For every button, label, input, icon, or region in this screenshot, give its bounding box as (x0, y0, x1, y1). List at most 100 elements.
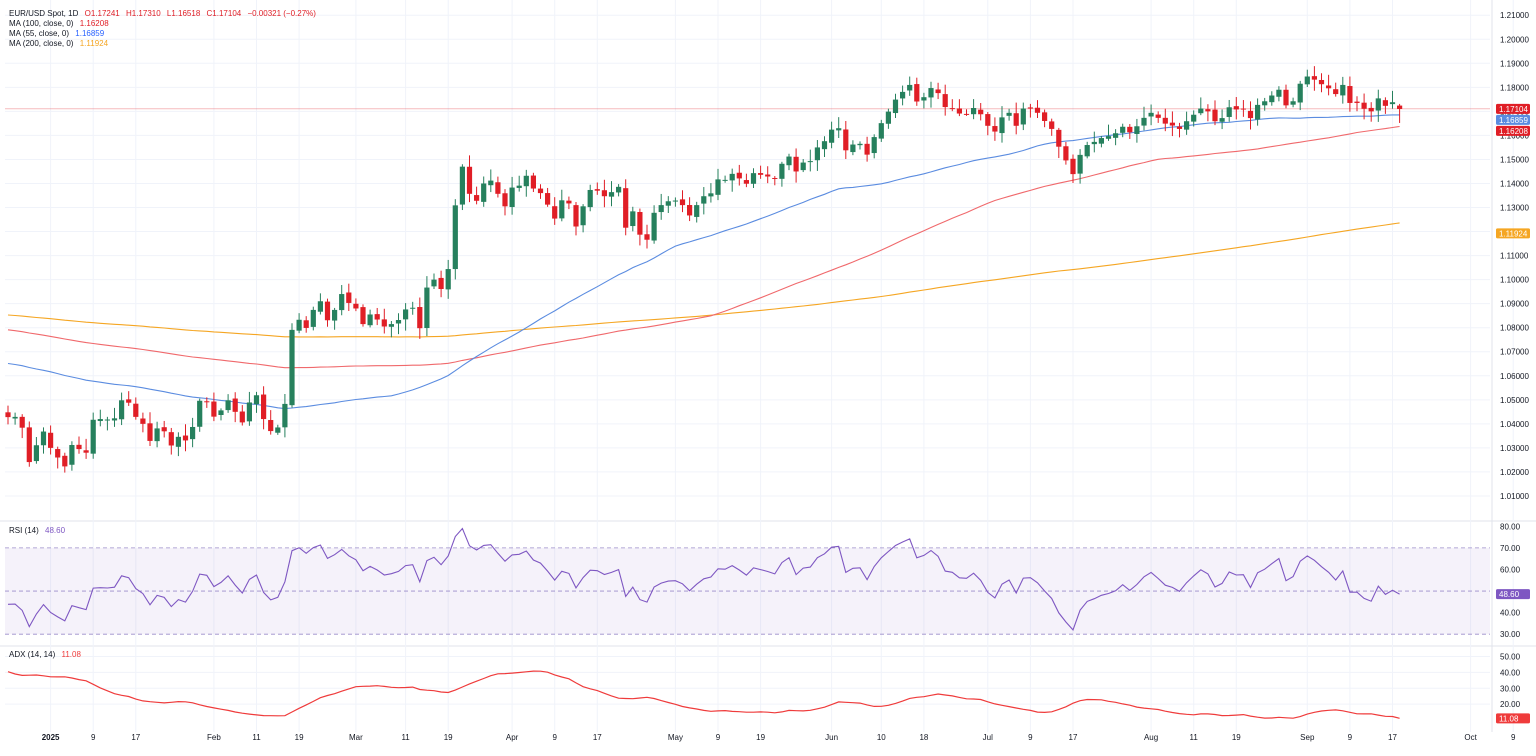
candle-body (1169, 122, 1175, 126)
ma55-label: MA (55, close, 0) (9, 29, 70, 38)
candle-body (431, 279, 437, 287)
adx-badge-bg (1496, 713, 1530, 724)
candle-body (1276, 89, 1282, 97)
price-badge-bg (1496, 228, 1530, 239)
candle-body (1105, 136, 1112, 139)
candle (914, 77, 920, 106)
candle-body (1333, 89, 1339, 95)
candle-body (892, 99, 899, 114)
candle (1311, 66, 1317, 91)
candle-body (119, 400, 125, 420)
candle-body (1226, 107, 1232, 117)
candle-body (204, 401, 210, 403)
candle (594, 182, 600, 195)
candle-body (857, 143, 863, 146)
candle (1283, 84, 1289, 109)
rsi-badge-text: 48.60 (1499, 590, 1520, 599)
candle (417, 297, 423, 339)
candle (495, 176, 501, 198)
candle-body (1382, 100, 1388, 106)
candle-body (1269, 95, 1275, 103)
candle (1113, 129, 1119, 146)
candle (83, 438, 89, 459)
candle (1077, 149, 1083, 184)
candle-body (83, 450, 89, 453)
candle-body (999, 117, 1005, 134)
candle-body (1184, 121, 1190, 130)
candle-body (154, 428, 160, 442)
candle-body (275, 427, 281, 433)
price-badge-bg (1496, 103, 1530, 114)
candle (928, 81, 934, 108)
price-tick-label: 1.01000 (1500, 492, 1529, 501)
candle-body (786, 156, 792, 166)
candle (743, 173, 749, 188)
rsi-series-line (7, 527, 1400, 631)
candle (786, 153, 792, 171)
ma200-line (7, 222, 1400, 338)
price-tick-label: 1.15000 (1500, 155, 1529, 164)
candle (197, 398, 203, 432)
candle-body (793, 156, 799, 172)
candle-body (481, 183, 487, 202)
candle (1155, 111, 1161, 123)
candle (1084, 141, 1090, 159)
rsi-tick-label: 80.00 (1500, 522, 1521, 531)
candle-body (239, 411, 245, 423)
adx-line (7, 670, 1400, 719)
candle-body (339, 294, 345, 311)
time-tick-label: 2025 (42, 733, 60, 742)
candle-body (694, 205, 700, 217)
candle (509, 176, 515, 215)
candle (253, 391, 260, 413)
candle (900, 85, 906, 106)
candle (1169, 111, 1175, 137)
candle (1070, 154, 1076, 183)
candle (140, 412, 146, 433)
candle (1176, 122, 1183, 138)
candle (552, 197, 558, 225)
candle-body (403, 309, 409, 320)
candle (800, 159, 806, 173)
price-tick-label: 1.06000 (1500, 372, 1529, 381)
candle (672, 197, 678, 207)
candle (381, 308, 387, 334)
candle (580, 204, 586, 233)
candle-body (232, 398, 238, 412)
candle (168, 427, 174, 455)
candle-body (1297, 83, 1303, 103)
candle-body (1070, 158, 1076, 175)
candle (559, 189, 565, 222)
candle (324, 298, 331, 327)
candle (133, 397, 139, 420)
candle (1389, 90, 1396, 109)
price-tick-label: 1.07000 (1500, 348, 1529, 357)
candle (1184, 111, 1190, 135)
main-legend: EUR/USD Spot, 1D O1.17241 H1.17310 L1.16… (9, 9, 320, 49)
candle-body (253, 395, 260, 405)
candle-body (495, 182, 501, 194)
candle-body (303, 320, 309, 328)
candle (119, 392, 125, 426)
candle-body (537, 188, 544, 194)
candle (1304, 69, 1310, 88)
candle (1269, 91, 1275, 106)
candle (1340, 76, 1346, 104)
candle-body (772, 177, 778, 179)
candle-body (452, 205, 458, 270)
candle (232, 392, 238, 423)
candle (289, 323, 295, 408)
candle (246, 391, 252, 426)
candle (161, 420, 167, 438)
time-tick-label: 9 (91, 733, 96, 742)
candle (1049, 118, 1055, 136)
change-value: −0.00321 (−0.27%) (247, 9, 316, 18)
candle (942, 84, 948, 116)
candle-body (140, 418, 146, 424)
candle (1368, 102, 1374, 122)
candle (963, 109, 970, 116)
candle-body (466, 166, 473, 194)
candle-body (190, 426, 196, 440)
